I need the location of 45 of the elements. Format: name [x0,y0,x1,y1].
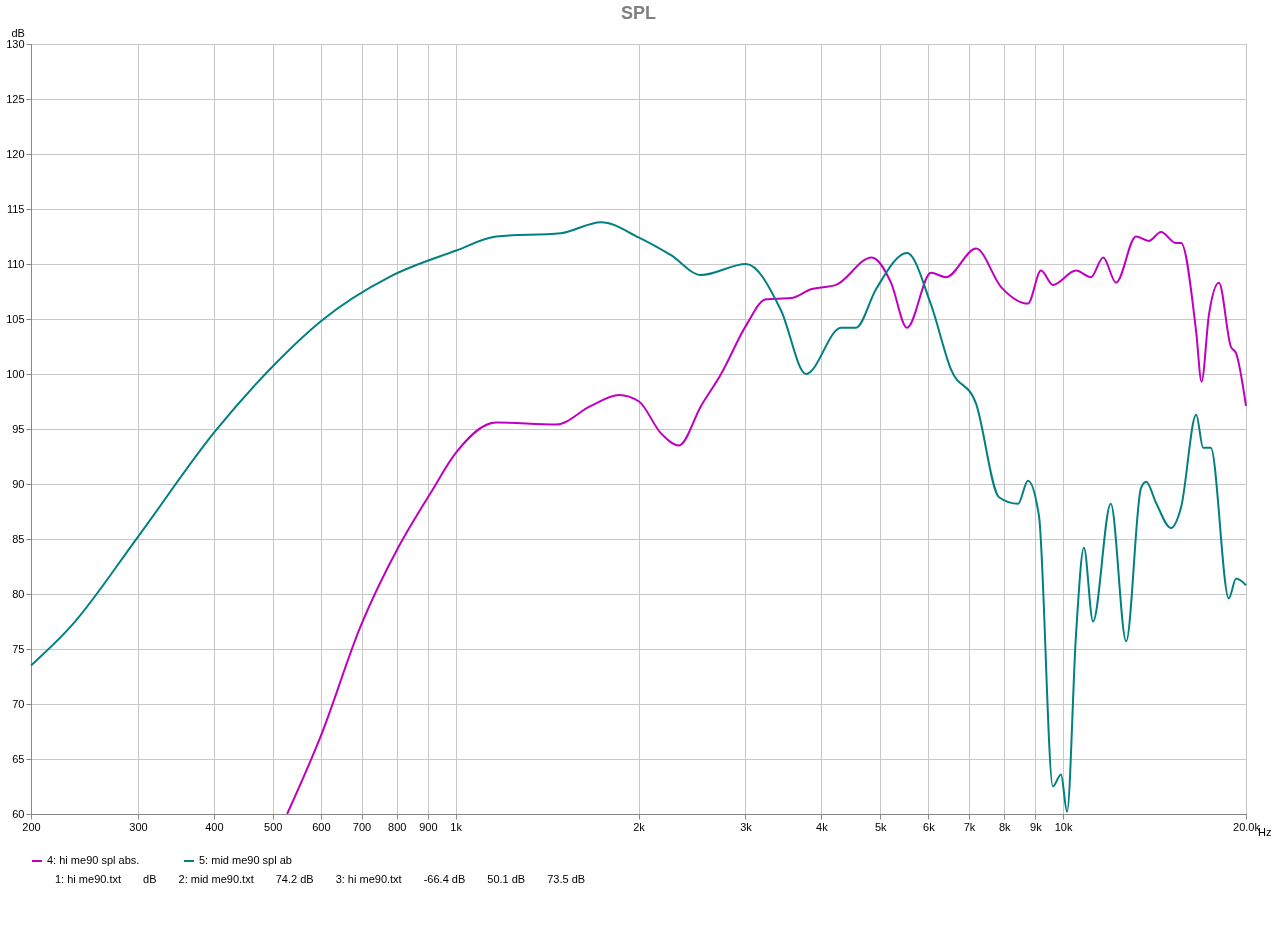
text: 73.5 dB [547,873,586,885]
x-tick-label: 700 [352,820,372,833]
y-tick-label: 85 [12,532,25,545]
y-tick-label: 105 [6,312,25,325]
y-axis-title: dB [11,26,25,39]
y-tick-label: 95 [12,422,25,435]
x-tick-label: 9k [1030,820,1043,833]
x-tick-label: 4k [816,820,829,833]
y-tick-label: 125 [6,92,25,105]
text: 74.2 dB [275,873,314,885]
text: 2: mid me90.txt [178,873,254,885]
chart-title: SPL [620,3,657,23]
y-tick-label: 70 [12,697,25,710]
y-tick-label: 115 [6,202,25,215]
x-tick-label: 6k [923,820,936,833]
text: 1: hi me90.txt [55,873,122,885]
y-tick-label: 130 [6,37,25,50]
x-tick-label: 300 [129,820,148,833]
x-tick-label: 2k [633,820,646,833]
x-tick-label: 600 [312,820,331,833]
y-tick-label: 75 [12,642,25,655]
y-tick-label: 60 [12,807,25,820]
y-tick-label: 100 [6,367,25,380]
x-tick-label: 800 [388,820,407,833]
text: 50.1 dB [487,873,526,885]
x-tick-label: 500 [264,820,283,833]
x-tick-label: 200 [22,820,41,833]
x-tick-label: 7k [963,820,976,833]
legend-label: 5: mid me90 spl ab [199,854,292,866]
legend-label: 4: hi me90 spl abs. [47,854,140,866]
x-tick-label: 3k [740,820,753,833]
y-tick-label: 65 [12,752,25,765]
x-tick-label: 900 [419,820,438,833]
y-tick-label: 120 [6,147,25,160]
text: dB [143,873,157,885]
x-tick-label: 400 [205,820,224,833]
text: -66.4 dB [423,873,466,885]
x-tick-label: 5k [874,820,888,833]
x-tick-label: 1k [450,820,463,833]
y-tick-label: 90 [12,477,25,490]
x-tick-label: 10k [1054,820,1073,833]
x-tick-label: 8k [998,820,1012,833]
y-tick-label: 110 [6,257,25,270]
text: 3: hi me90.txt [335,873,402,885]
y-tick-label: 80 [12,587,25,600]
